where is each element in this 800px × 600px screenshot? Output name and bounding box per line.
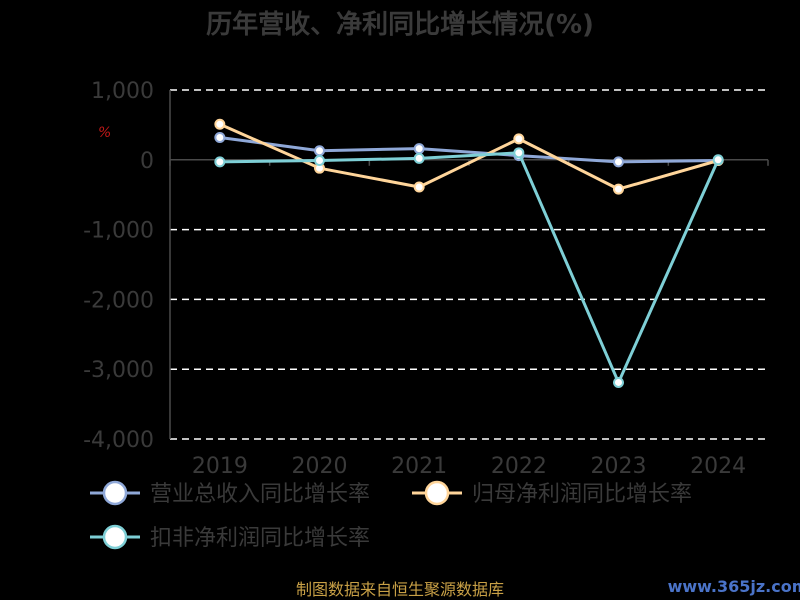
data-point (314, 154, 325, 166)
data-point (413, 181, 425, 193)
series-line-1 (219, 135, 719, 164)
data-point (513, 133, 525, 145)
legend-item: 归母净利润同比增长率 (412, 480, 692, 507)
legend-swatch-marker (102, 480, 128, 506)
data-point (413, 152, 425, 164)
x-tick-label: 2024 (690, 454, 746, 479)
series-line-3 (219, 151, 720, 384)
watermark: www.365jz.com (668, 577, 800, 596)
y-tick-label: -4,000 (83, 428, 154, 453)
data-point (214, 118, 226, 130)
data-point (613, 156, 624, 168)
data-point (214, 156, 226, 168)
y-tick-label: 1,000 (91, 79, 154, 104)
chart-title: 历年营收、净利同比增长情况(%) (206, 9, 594, 40)
x-tick-label: 2023 (591, 454, 647, 479)
legend-item: 扣非净利润同比增长率 (90, 524, 370, 551)
x-tick-label: 2020 (292, 454, 348, 479)
data-point (712, 154, 724, 166)
data-point (214, 131, 226, 143)
legend-label: 营业总收入同比增长率 (150, 482, 370, 507)
x-tick-label: 2019 (192, 454, 248, 479)
legend-item: 营业总收入同比增长率 (90, 480, 370, 507)
data-point (613, 376, 624, 388)
x-tick-label: 2022 (491, 454, 547, 479)
data-point (314, 145, 325, 157)
x-tick-label: 2021 (391, 454, 447, 479)
y-tick-label: -2,000 (83, 288, 154, 313)
legend-swatch-marker (424, 480, 450, 506)
data-point (513, 147, 525, 159)
y-tick-label: -1,000 (83, 219, 154, 244)
y-tick-label: -3,000 (83, 358, 154, 383)
unit-mark: % (98, 125, 111, 141)
legend-swatch-marker (102, 524, 128, 550)
source-note: 制图数据来自恒生聚源数据库 (296, 580, 504, 599)
data-point (413, 143, 425, 155)
legend-label: 扣非净利润同比增长率 (150, 526, 370, 551)
y-tick-label: 0 (140, 149, 154, 174)
data-point (613, 183, 624, 195)
legend-label: 归母净利润同比增长率 (472, 482, 692, 507)
